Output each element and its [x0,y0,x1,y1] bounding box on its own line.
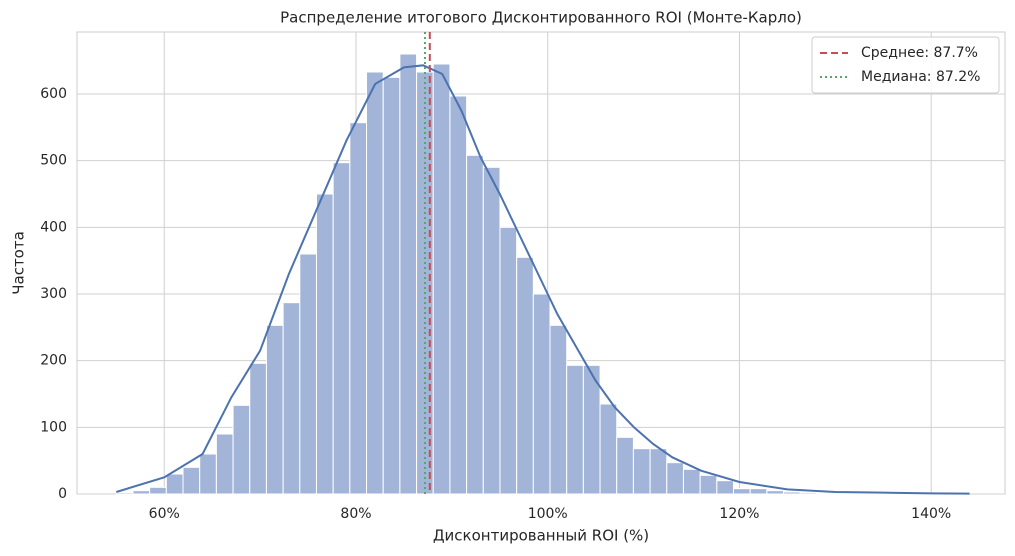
bar [249,362,267,495]
legend-box [811,36,1000,94]
y-tick-label: 400 [40,219,67,235]
legend: Среднее: 87.7% Медиана: 87.2% [811,36,1000,94]
y-tick-label: 0 [58,486,67,502]
bar [399,53,418,495]
bar [599,403,618,495]
bar [733,488,751,495]
bar [282,302,301,495]
x-tick-label: 80% [340,506,371,522]
bar [532,293,551,495]
legend-label: Медиана: 87.2% [861,69,980,85]
bar [215,433,234,495]
bar [299,253,317,495]
bar [466,154,484,495]
y-tick-label: 100 [40,419,67,435]
bar [666,462,684,495]
x-tick-label: 120% [719,506,759,522]
bar [816,492,835,495]
bar [432,63,451,495]
legend-label: Среднее: 87.7% [861,45,978,61]
bar [749,488,768,495]
bar [516,256,534,495]
x-axis-label: Дисконтированный ROI (%) [433,527,649,545]
y-tick-label: 600 [40,86,67,102]
bar [382,76,401,495]
bar [649,448,668,495]
bar [265,324,284,495]
x-tick-label: 60% [149,506,180,522]
bar [149,486,167,495]
bar [165,473,184,495]
bar [449,95,468,495]
kde-line [116,64,970,495]
x-tick-label: 100% [528,506,568,522]
bar [232,404,251,495]
bar [632,448,651,495]
bar [716,480,735,495]
bar [482,166,501,495]
bar [783,491,801,495]
bar [366,71,384,495]
bar [349,122,368,495]
bar [616,436,634,495]
bar [549,324,568,495]
chart-title: Распределение итогового Дисконтированног… [280,9,802,27]
bar [849,492,868,495]
bar [315,193,334,495]
x-tick-label: 140% [911,506,951,522]
bar [682,468,701,495]
bar [132,490,151,495]
bar [799,492,818,495]
y-tick-label: 300 [40,286,67,302]
y-tick-label: 500 [40,153,67,169]
y-axis-label: Частота [10,231,28,295]
bar [699,474,718,495]
bar [182,466,201,495]
bar [332,162,351,495]
bar [115,492,134,495]
bar [566,364,584,495]
bar [833,492,851,495]
bar [499,226,518,495]
y-tick-label: 200 [40,353,67,369]
bar [199,453,217,495]
bar [766,490,785,495]
